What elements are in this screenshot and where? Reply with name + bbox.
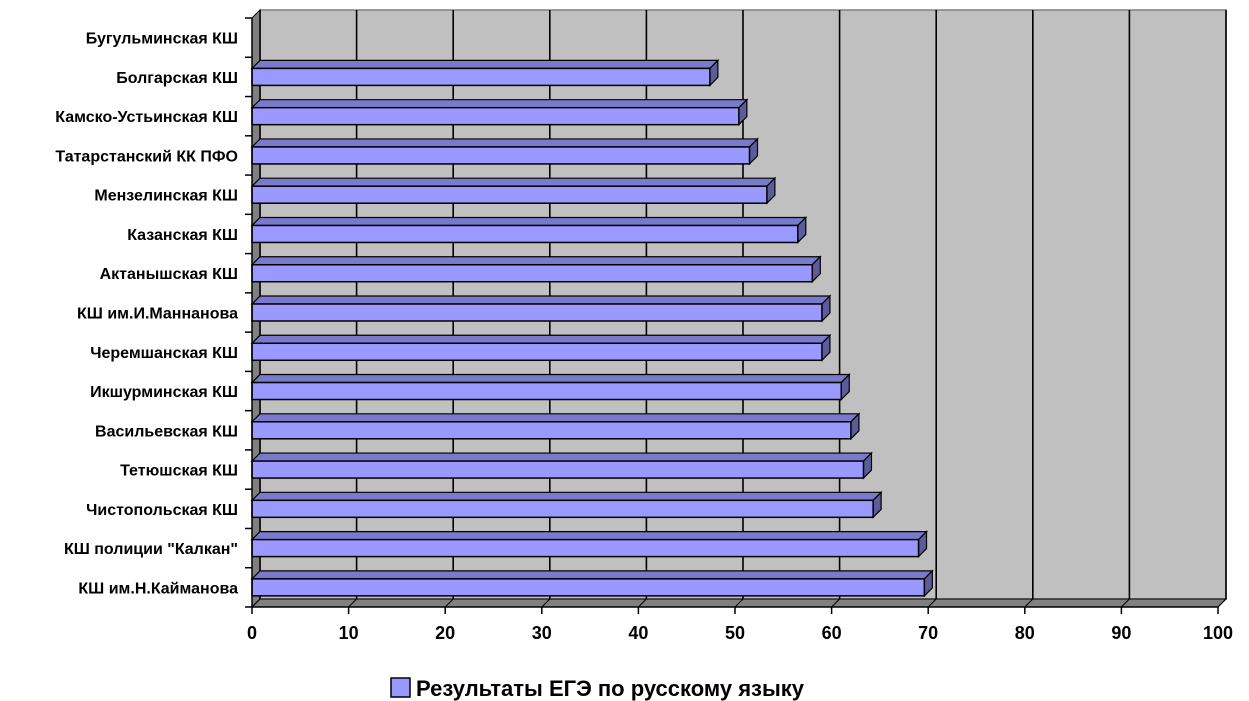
floor-gridline [1121, 598, 1130, 608]
category-label: КШ полиции "Калкан" [64, 541, 238, 558]
floor-gridline [927, 598, 937, 608]
bar [250, 490, 883, 519]
bar-top [250, 334, 832, 344]
floor-gridline [638, 598, 647, 608]
floor-gridline [348, 598, 357, 608]
x-tick-label: 10 [339, 623, 359, 643]
floor-gridline [1217, 598, 1227, 608]
bars [250, 58, 934, 598]
category-label: КШ им.И.Маннанова [77, 306, 238, 323]
x-tick-label: 50 [725, 623, 745, 643]
bar-front [251, 263, 814, 283]
category-label: Камско-Устьинская КШ [55, 109, 238, 126]
floor-gridline [831, 598, 840, 608]
bar [250, 569, 934, 598]
bar-top [250, 99, 749, 109]
category-label: Чистопольская КШ [86, 502, 238, 519]
category-label: Мензелинская КШ [94, 188, 238, 205]
bar-top [250, 452, 873, 462]
bar-front [251, 106, 740, 126]
bar [250, 58, 720, 87]
bar-front [251, 224, 799, 244]
x-tick-label: 30 [532, 623, 552, 643]
bar-top [250, 138, 759, 148]
bar-front [251, 460, 865, 479]
floor-gridline [541, 598, 551, 608]
x-tick-label: 60 [822, 623, 842, 643]
category-label: Татарстанский КК ПФО [55, 148, 238, 165]
category-label: Черемшанская КШ [90, 345, 238, 362]
bar-top [250, 570, 934, 580]
bar [250, 294, 832, 323]
bar [250, 412, 861, 441]
x-tick-label: 0 [247, 623, 257, 643]
bar-front [251, 146, 751, 165]
floor-gridline [444, 598, 454, 608]
category-label: Актанышская КШ [100, 266, 238, 283]
bar [250, 333, 832, 362]
category-label: Казанская КШ [127, 227, 238, 244]
bar-top [250, 413, 861, 423]
bar-top [250, 59, 720, 70]
bar-front [251, 538, 920, 558]
category-label: Болгарская КШ [116, 70, 238, 87]
x-tick-label: 90 [1111, 623, 1131, 643]
bar [250, 255, 822, 284]
bar [250, 216, 808, 244]
category-label: Икшурминская КШ [90, 384, 238, 401]
category-label: Тетюшская КШ [120, 463, 238, 480]
axes [245, 17, 1219, 614]
category-labels: КШ им.Н.Кайманова КШ полиции "Калкан" Чист… [55, 31, 238, 598]
tick-labels: 0 10 20 30 40 50 60 70 80 90 100 [247, 623, 1233, 643]
x-tick-label: 40 [628, 623, 648, 643]
bar-front [251, 67, 711, 87]
bar-front [251, 421, 852, 440]
x-tick-label: 70 [918, 623, 938, 643]
bar [250, 176, 777, 205]
bar-top [250, 491, 883, 501]
bar [250, 137, 759, 166]
bar [250, 530, 928, 559]
bar [250, 451, 873, 480]
bar [250, 98, 749, 127]
legend-label: Результаты ЕГЭ по русскому языку [416, 676, 805, 701]
legend: Результаты ЕГЭ по русскому языку [390, 676, 805, 701]
floor-gridline [1024, 598, 1034, 608]
floor-gridline [734, 598, 744, 608]
bar-top [250, 373, 851, 384]
bar-front [251, 303, 823, 322]
bar-front [251, 499, 874, 519]
bar-top [250, 530, 928, 541]
bar-top [250, 295, 832, 305]
bar-top [250, 256, 822, 266]
floor-gridline [251, 598, 261, 608]
legend-swatch [390, 677, 411, 698]
bar [250, 373, 851, 401]
category-label: Васильевская КШ [95, 423, 238, 440]
bar-front [251, 185, 768, 204]
x-tick-label: 80 [1015, 623, 1035, 643]
bar-front [251, 342, 823, 362]
x-tick-label: 20 [435, 623, 455, 643]
bar-front [251, 578, 926, 597]
category-label: Бугульминская КШ [86, 31, 238, 48]
bar-top [250, 216, 808, 227]
x-tick-label: 100 [1203, 623, 1233, 643]
bar-top [250, 177, 777, 187]
category-label: КШ им.Н.Кайманова [78, 580, 238, 597]
bar-front [251, 381, 843, 401]
